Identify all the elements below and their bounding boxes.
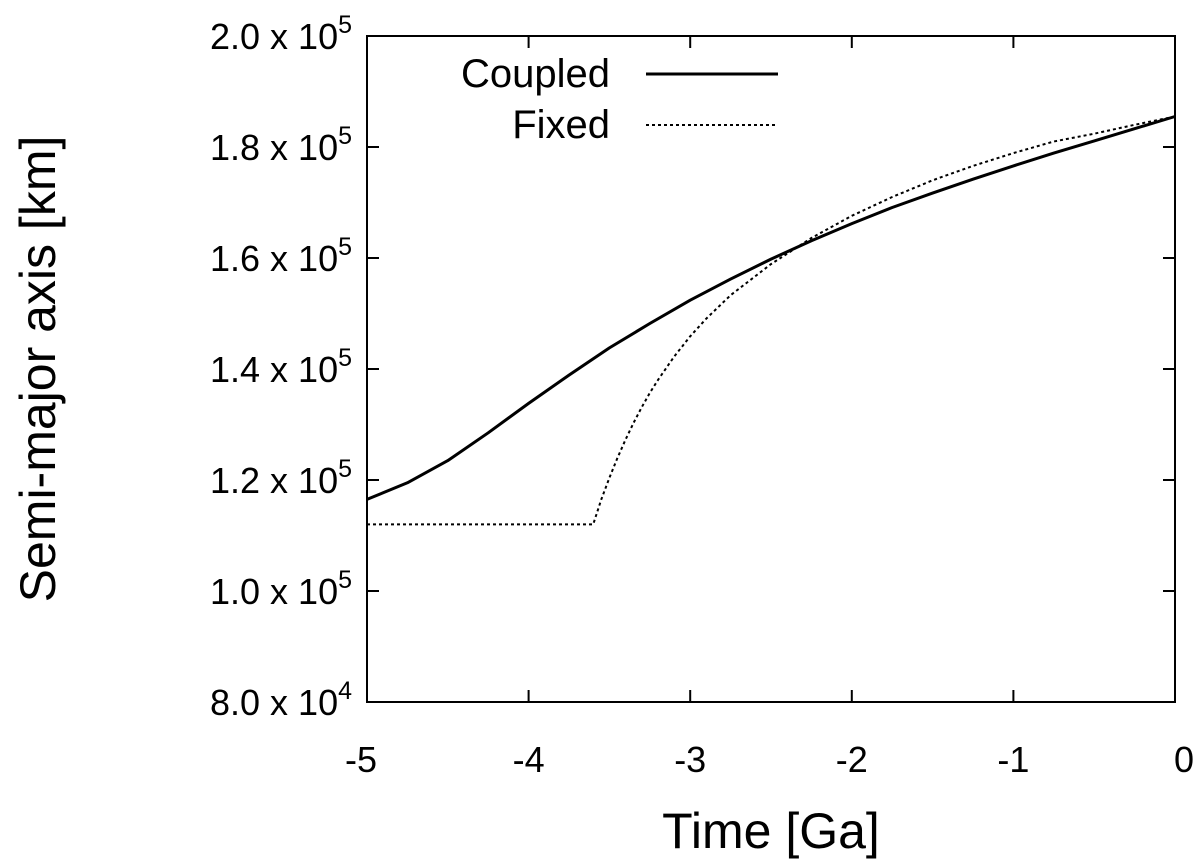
y-tick-mantissa: 1.6 x 10 (210, 238, 338, 279)
y-tick-label: 8.0 x 104 (210, 677, 352, 723)
legend-label-fixed: Fixed (512, 103, 610, 147)
x-tick-label: -4 (513, 739, 545, 780)
y-tick-label: 1.2 x 105 (210, 455, 352, 501)
x-tick-label: -5 (345, 739, 377, 780)
y-tick-label: 1.6 x 105 (210, 233, 352, 279)
x-tick-label: -3 (674, 739, 706, 780)
y-tick-exponent: 5 (338, 122, 352, 150)
x-tick-label: -1 (997, 739, 1029, 780)
y-tick-mantissa: 1.0 x 10 (210, 571, 338, 612)
series-line-coupled (366, 115, 1176, 501)
y-tick-mantissa: 2.0 x 10 (210, 16, 338, 57)
y-tick-exponent: 4 (338, 677, 352, 705)
y-tick-mantissa: 1.4 x 10 (210, 349, 338, 390)
y-tick-label: 1.4 x 105 (210, 344, 352, 390)
y-axis-title: Semi-major axis [km] (10, 136, 66, 603)
x-axis: -5 -4 -3 -2 -1 0 (345, 36, 1194, 780)
series-line-fixed (367, 115, 1176, 526)
y-tick-label: 1.0 x 105 (210, 566, 352, 612)
plot-frame (366, 35, 1176, 703)
x-tick-label: 0 (1174, 739, 1194, 780)
x-tick-label: -2 (836, 739, 868, 780)
y-tick-mantissa: 1.8 x 10 (210, 127, 338, 168)
y-tick-mantissa: 1.2 x 10 (210, 460, 338, 501)
y-tick-exponent: 5 (338, 455, 352, 483)
plot-series (366, 115, 1176, 526)
y-tick-exponent: 5 (338, 344, 352, 372)
y-tick-label: 2.0 x 105 (210, 11, 352, 57)
y-tick-mantissa: 8.0 x 10 (210, 682, 338, 723)
x-axis-title: Time [Ga] (662, 803, 880, 859)
y-tick-exponent: 5 (338, 11, 352, 39)
legend: Coupled Fixed (461, 52, 778, 147)
y-tick-exponent: 5 (338, 566, 352, 594)
y-tick-exponent: 5 (338, 233, 352, 261)
y-tick-label: 1.8 x 105 (210, 122, 352, 168)
legend-label-coupled: Coupled (461, 52, 610, 96)
